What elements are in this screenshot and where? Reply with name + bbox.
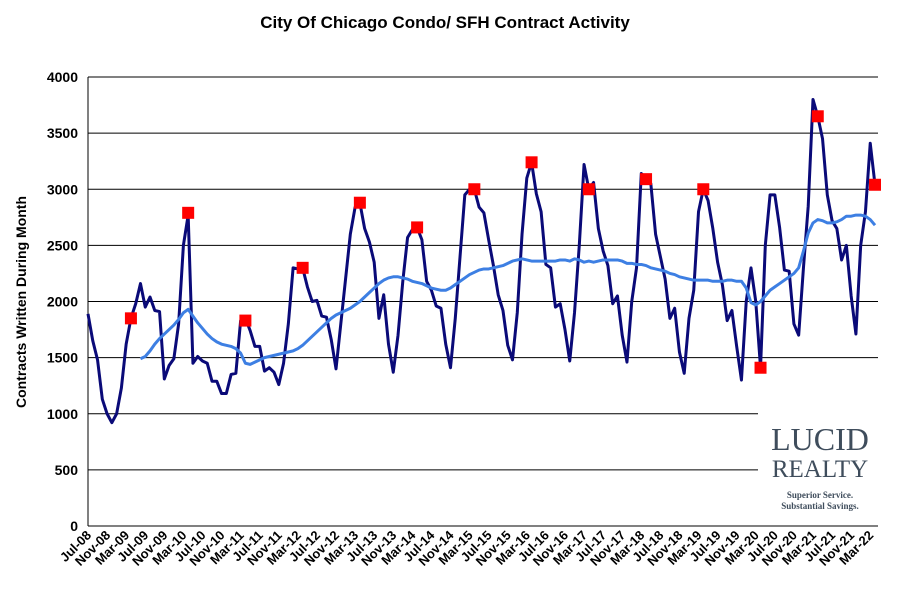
- logo: LUCID REALTY Superior Service. Substanti…: [771, 421, 869, 511]
- data-marker: [296, 261, 309, 274]
- data-marker: [697, 183, 710, 196]
- logo-tagline: Superior Service.: [787, 490, 853, 500]
- data-marker: [411, 221, 424, 234]
- data-line: [139, 213, 877, 366]
- y-tick-label: 1500: [47, 350, 78, 366]
- data-marker: [468, 183, 481, 196]
- logo-name: LUCID: [771, 421, 869, 457]
- data-marker: [353, 196, 366, 209]
- y-tick-label: 2500: [47, 237, 78, 253]
- y-tick-label: 0: [70, 518, 78, 534]
- chart-title: City Of Chicago Condo/ SFH Contract Acti…: [260, 13, 630, 32]
- data-marker: [869, 178, 881, 191]
- data-marker: [640, 173, 653, 186]
- data-marker: [525, 156, 538, 169]
- y-tick-label: 2000: [47, 294, 78, 310]
- data-marker: [182, 206, 195, 219]
- y-axis-label: Contracts Written During Month: [13, 196, 29, 408]
- data-marker: [124, 312, 137, 325]
- y-tick-label: 4000: [47, 69, 78, 85]
- logo-subname: REALTY: [772, 456, 868, 483]
- y-tick-label: 3500: [47, 125, 78, 141]
- y-tick-label: 1000: [47, 406, 78, 422]
- data-marker: [582, 183, 595, 196]
- data-marker: [754, 361, 767, 374]
- data-line: [86, 97, 877, 425]
- data-marker: [239, 314, 252, 327]
- y-tick-label: 3000: [47, 181, 78, 197]
- logo-background: [758, 405, 888, 524]
- y-tick-label: 500: [55, 462, 79, 478]
- logo-tagline: Substantial Savings.: [781, 501, 859, 511]
- data-marker: [811, 110, 824, 123]
